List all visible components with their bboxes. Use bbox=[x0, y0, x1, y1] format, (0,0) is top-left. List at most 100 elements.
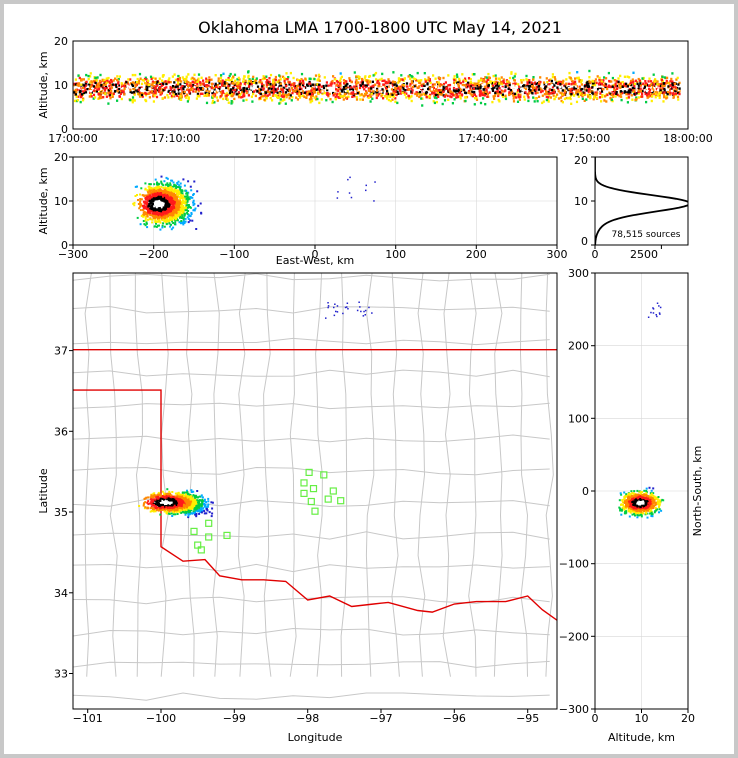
time-height-source-cell bbox=[143, 77, 147, 81]
east-west-source-cell bbox=[160, 210, 163, 213]
time-height-source-cell bbox=[633, 85, 636, 88]
time-height-source-cell bbox=[250, 82, 253, 86]
time-height-source-cell bbox=[438, 83, 441, 86]
east-west-source-cell bbox=[160, 195, 162, 198]
time-height-source-cell bbox=[220, 74, 223, 77]
east-west-source-cell bbox=[159, 221, 162, 224]
chart-title: Oklahoma LMA 1700-1800 UTC May 14, 2021 bbox=[198, 18, 562, 37]
east-west-source-cell bbox=[175, 210, 178, 213]
time-height-source-cell bbox=[344, 96, 347, 100]
time-height-source-cell bbox=[635, 96, 638, 99]
county-line bbox=[73, 692, 550, 701]
time-height-source-cell bbox=[288, 89, 291, 93]
time-height-source-cell bbox=[627, 93, 630, 96]
time-height-source-cell bbox=[532, 86, 535, 90]
east-west-source-cell bbox=[152, 209, 155, 212]
time-height-source-cell bbox=[674, 86, 677, 89]
time-height-source-cell bbox=[122, 90, 125, 93]
time-height-source-cell bbox=[169, 80, 172, 84]
time-height-source-cell bbox=[520, 81, 523, 84]
time-height-source-cell bbox=[163, 87, 166, 90]
time-height-source-cell bbox=[637, 84, 640, 87]
east-west-source-cell bbox=[179, 198, 181, 201]
east-west-source-cell bbox=[149, 200, 152, 203]
time-height-source-cell bbox=[111, 95, 114, 98]
time-height-source-cell bbox=[570, 83, 573, 86]
time-height-source-cell bbox=[245, 89, 248, 92]
time-height-source-cell bbox=[579, 91, 582, 95]
time-height-source-cell bbox=[610, 80, 613, 83]
east-west-source-cell bbox=[164, 199, 167, 202]
time-height-source-cell bbox=[320, 85, 323, 88]
time-height-source-cell bbox=[457, 91, 460, 94]
time-height-source-cell bbox=[371, 97, 374, 100]
time-height-source-cell bbox=[515, 96, 518, 99]
time-height-source-cell bbox=[672, 96, 675, 99]
east-west-source-cell bbox=[165, 176, 168, 179]
east-west-source-cell bbox=[181, 206, 184, 209]
time-height-source-cell bbox=[606, 93, 609, 97]
time-height-source-cell bbox=[453, 81, 456, 84]
east-west-source-cell bbox=[183, 202, 186, 205]
time-height-source-cell bbox=[673, 89, 676, 92]
time-height-source-cell bbox=[138, 83, 141, 86]
time-height-source-cell bbox=[431, 85, 434, 88]
time-height-source-cell bbox=[297, 79, 300, 82]
time-height-source-cell bbox=[233, 97, 236, 101]
east-west-source-cell bbox=[184, 202, 187, 205]
time-height-source-cell bbox=[668, 82, 671, 85]
time-height-source-cell bbox=[92, 89, 95, 92]
time-height-source-cell bbox=[160, 86, 163, 90]
east-west-source-cell bbox=[148, 210, 151, 213]
time-height-source-cell bbox=[397, 85, 400, 89]
time-height-source-cell bbox=[410, 84, 413, 87]
time-height-source-cell bbox=[323, 76, 326, 79]
time-height-source-cell bbox=[661, 82, 664, 85]
time-height-source-cell bbox=[483, 94, 486, 97]
time-height-source-cell bbox=[605, 100, 608, 103]
east-west-source-cell bbox=[142, 220, 145, 222]
time-height-source-cell bbox=[510, 72, 513, 75]
time-height-source-cell bbox=[229, 88, 233, 91]
time-height-source-cell bbox=[467, 81, 470, 84]
time-height-source-cell bbox=[416, 86, 419, 89]
time-height-source-cell bbox=[242, 77, 245, 81]
time-height-source-cell bbox=[438, 84, 441, 88]
time-height-source-cell bbox=[253, 80, 256, 83]
time-height-source-cell bbox=[197, 73, 201, 76]
time-height-source-cell bbox=[185, 78, 188, 81]
time-height-source-cell bbox=[310, 97, 313, 100]
time-height-source-cell bbox=[146, 82, 149, 85]
time-height-source-cell bbox=[656, 94, 660, 97]
time-height-source-cell bbox=[158, 81, 161, 85]
plan-view-source-cell bbox=[174, 513, 177, 516]
time-height-source-cell bbox=[471, 90, 474, 94]
time-height-source-cell bbox=[232, 92, 236, 95]
time-height-source-cell bbox=[663, 91, 666, 94]
time-height-source-cell bbox=[308, 98, 312, 101]
east-west-source-cell bbox=[145, 221, 148, 224]
time-height-source-cell bbox=[256, 87, 259, 90]
time-height-source-cell bbox=[671, 81, 674, 84]
east-west-source-cell bbox=[347, 178, 349, 181]
east-west-source-cell bbox=[169, 225, 172, 228]
time-height-source-cell bbox=[385, 92, 388, 95]
east-west-source-cell bbox=[153, 216, 156, 219]
time-height-source-cell bbox=[232, 93, 235, 96]
time-height-source-cell bbox=[386, 97, 389, 100]
time-height-source-cell bbox=[369, 83, 372, 86]
east-west-source-cell bbox=[182, 217, 185, 220]
tick-x-th-1720: 17:20:00 bbox=[253, 132, 302, 145]
time-height-source-cell bbox=[595, 93, 598, 97]
east-west-source-cell bbox=[170, 223, 172, 226]
time-height-source-cell bbox=[177, 74, 180, 78]
time-height-source-cell bbox=[92, 85, 95, 88]
time-height-source-cell bbox=[458, 79, 461, 82]
east-west-source-cell bbox=[151, 198, 154, 201]
east-west-source-cell bbox=[175, 213, 178, 216]
east-west-source-cell bbox=[196, 190, 199, 193]
time-height-source-cell bbox=[185, 86, 188, 90]
time-height-source-cell bbox=[587, 90, 590, 94]
time-height-source-cell bbox=[619, 90, 623, 93]
east-west-source-cell bbox=[159, 200, 162, 203]
